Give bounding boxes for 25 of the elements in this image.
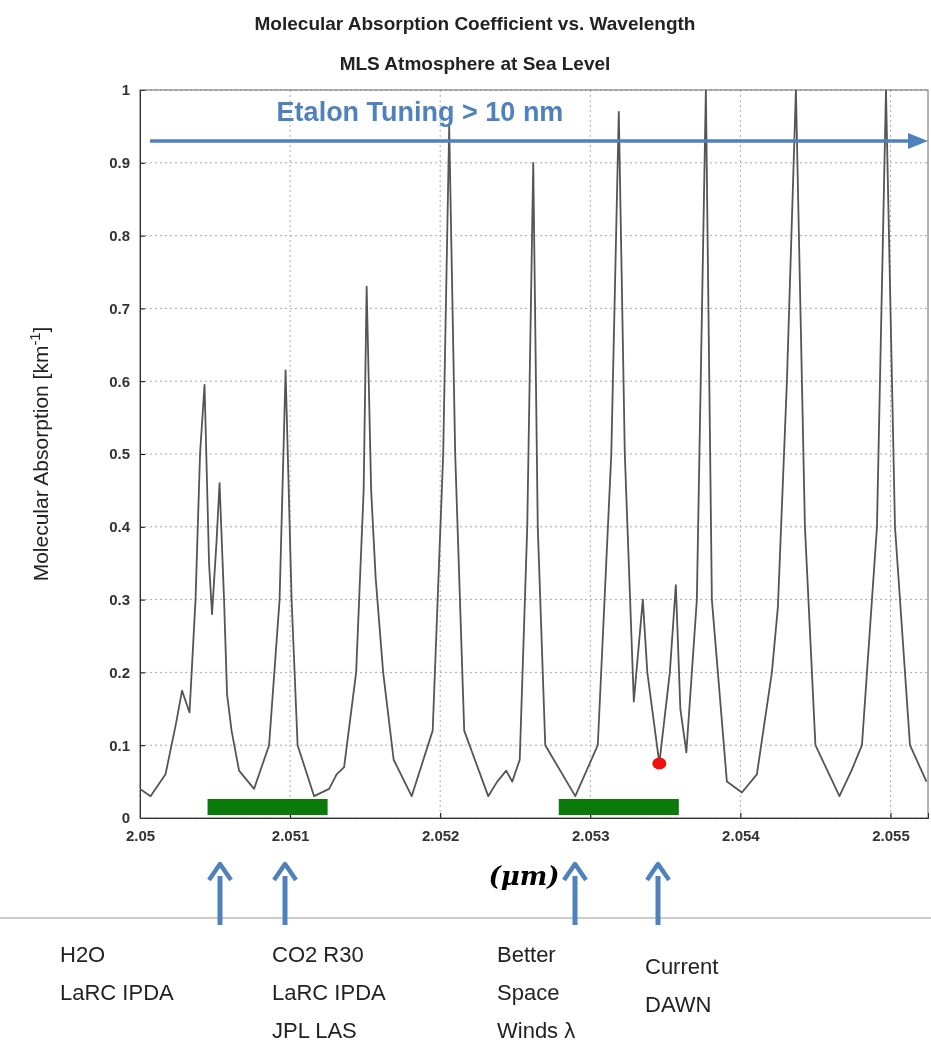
ref-line-label: Etalon Tuning > 10 nm xyxy=(276,96,564,127)
text: Current DAWN xyxy=(645,954,719,1017)
y-tick-label: 0.8 xyxy=(109,226,130,244)
x-tick-label: 2.052 xyxy=(421,826,460,844)
y-tick-label: 0.1 xyxy=(109,736,130,754)
y-tick-label: 0.3 xyxy=(109,590,130,608)
x-tick-label: 2.051 xyxy=(271,826,310,844)
x-axis-title: (μm) xyxy=(488,861,560,891)
text: CO2 R30 LaRC IPDA JPL LAS xyxy=(272,942,387,1043)
y-tick-label: 0.6 xyxy=(109,372,130,390)
x-tick-label: 2.053 xyxy=(572,826,610,844)
y-tick-label: 1 xyxy=(121,81,130,99)
y-tick-label: 0.5 xyxy=(109,445,130,463)
y-tick-label: 0.2 xyxy=(109,663,130,681)
x-tick-label: 2.05 xyxy=(125,826,156,844)
chart-subtitle: MLS Atmosphere at Sea Level xyxy=(339,53,611,74)
text: Better Space Winds λ xyxy=(497,942,576,1043)
x-tick-label: 2.054 xyxy=(722,826,761,844)
chart-title: Molecular Absorption Coefficient vs. Wavelength xyxy=(254,13,696,34)
text: H2O LaRC IPDA xyxy=(60,942,175,1005)
y-tick-label: 0.9 xyxy=(109,154,130,172)
y-tick-label: 0.4 xyxy=(109,518,131,536)
y-tick-label: 0 xyxy=(121,809,130,827)
x-tick-label: 2.055 xyxy=(872,826,910,844)
y-tick-label: 0.7 xyxy=(109,299,130,317)
